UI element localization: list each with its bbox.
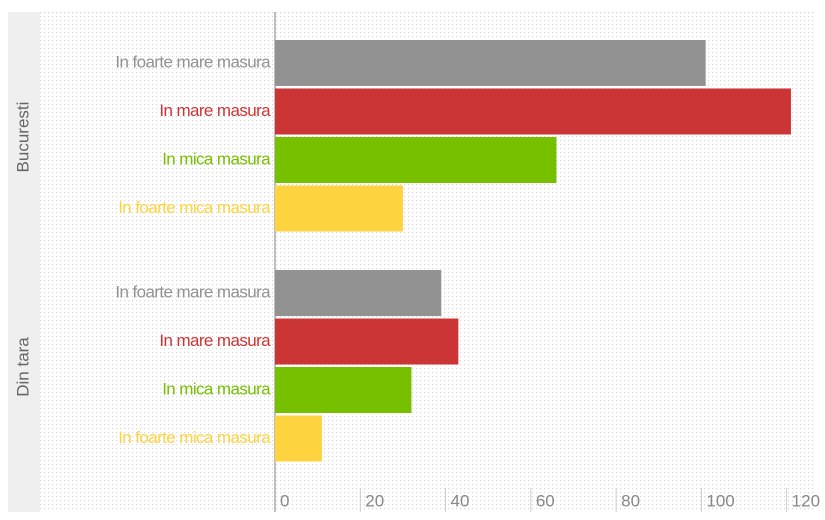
category-label: In mare masura bbox=[159, 331, 271, 350]
category-label: In foarte mica masura bbox=[118, 198, 271, 217]
bar bbox=[275, 40, 706, 86]
group-band bbox=[8, 12, 40, 512]
bar bbox=[275, 415, 322, 462]
category-label: In foarte mare masura bbox=[115, 52, 271, 71]
x-tick-label: 20 bbox=[365, 491, 384, 510]
bar bbox=[275, 137, 557, 183]
bar bbox=[275, 367, 412, 413]
x-tick-label: 60 bbox=[536, 491, 555, 510]
bar bbox=[275, 270, 442, 316]
category-label: In mica masura bbox=[162, 379, 271, 398]
bar bbox=[275, 88, 791, 135]
group-label: Bucuresti bbox=[13, 102, 32, 173]
category-label: In mare masura bbox=[159, 101, 271, 120]
x-tick-label: 80 bbox=[621, 491, 640, 510]
x-tick-label: 100 bbox=[706, 491, 734, 510]
x-tick-label: 0 bbox=[280, 491, 289, 510]
bar bbox=[275, 318, 459, 365]
category-label: In mica masura bbox=[162, 149, 271, 168]
category-label: In foarte mare masura bbox=[115, 282, 271, 301]
category-label: In foarte mica masura bbox=[118, 428, 271, 447]
group-label: Din tara bbox=[13, 337, 32, 397]
x-tick-label: 120 bbox=[792, 491, 820, 510]
x-tick-label: 40 bbox=[451, 491, 470, 510]
bar bbox=[275, 185, 403, 232]
